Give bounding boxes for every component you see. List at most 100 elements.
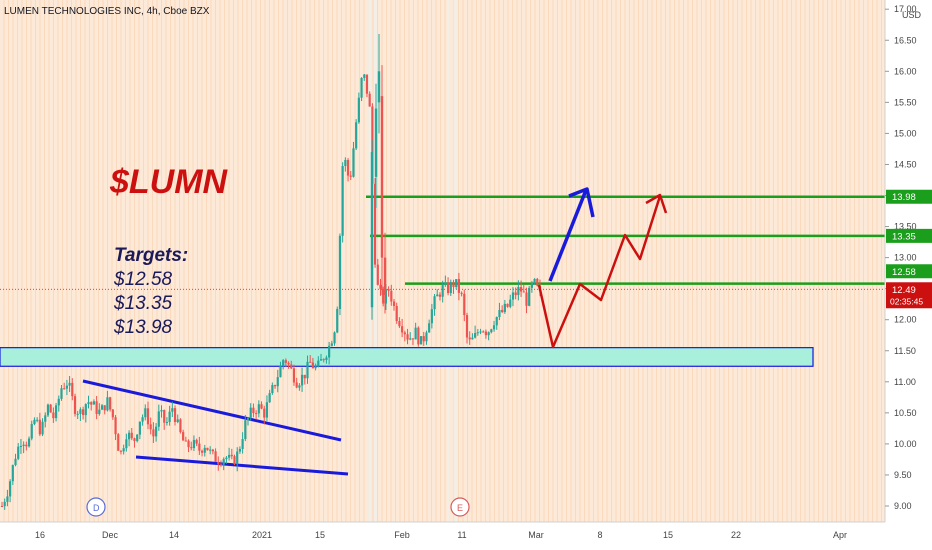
candle-body	[406, 334, 409, 340]
candle-body	[370, 152, 374, 308]
candle-body	[263, 408, 266, 418]
candle-body	[484, 331, 488, 336]
candle-body	[182, 432, 185, 441]
candle-body	[300, 374, 304, 386]
candle-body	[260, 404, 263, 409]
x-tick-label: 8	[597, 530, 602, 540]
candle-body	[141, 417, 144, 422]
y-tick-label: 10.50	[894, 408, 917, 418]
x-tick-label: Dec	[102, 530, 119, 540]
candle-body	[190, 447, 193, 449]
candle-body	[130, 432, 133, 439]
y-tick-label: 13.00	[894, 253, 917, 263]
candle-body	[11, 465, 14, 482]
candle-body	[103, 405, 106, 411]
x-tick-label: 16	[35, 530, 45, 540]
candle-body	[87, 402, 90, 405]
currency-label: USD	[902, 10, 922, 20]
candle-body	[306, 361, 309, 379]
candle-body	[349, 175, 352, 177]
candle-body	[446, 282, 450, 294]
candle-body	[428, 323, 431, 333]
y-tick-label: 9.00	[894, 501, 912, 511]
candle-body	[163, 410, 166, 423]
candle-body	[290, 364, 293, 369]
candle-body	[506, 303, 509, 307]
candle-body	[525, 292, 528, 306]
candle-body	[0, 506, 4, 507]
candle-body	[122, 448, 125, 452]
candle-body	[455, 279, 458, 288]
candle-body	[465, 315, 469, 338]
candle-body	[379, 284, 382, 289]
candle-body	[106, 397, 109, 411]
candle-body	[373, 183, 377, 265]
candle-body	[444, 282, 447, 286]
candle-body	[309, 361, 312, 363]
candle-body	[409, 338, 412, 340]
candle-body	[298, 385, 301, 388]
candle-body	[303, 374, 306, 379]
candle-body	[246, 417, 250, 421]
candle-body	[195, 439, 198, 444]
time-axis[interactable]	[0, 522, 885, 550]
candle-body	[3, 501, 6, 507]
candle-body	[533, 278, 536, 283]
candle-body	[249, 407, 252, 418]
candle-body	[403, 332, 406, 335]
level-3-tag: 13.98	[892, 192, 916, 203]
ticker-annotation: $LUMN	[109, 163, 229, 201]
candle-body	[165, 421, 169, 423]
wedge-trendlines[interactable]	[82, 379, 349, 476]
candle-body	[387, 289, 390, 291]
candle-body	[482, 331, 485, 333]
candle-body	[176, 419, 179, 423]
candle-body	[241, 439, 244, 449]
candle-body	[336, 308, 339, 333]
candle-body	[360, 77, 363, 98]
candle-body	[68, 382, 71, 386]
candle-body	[317, 360, 320, 367]
candle-body	[236, 451, 239, 465]
target-2: $13.35	[113, 293, 173, 314]
candle-body	[487, 332, 490, 336]
dividend-marker[interactable]: D	[86, 497, 106, 517]
support-zone[interactable]	[0, 347, 814, 367]
candle-body	[114, 417, 117, 435]
candle-body	[365, 74, 369, 94]
candle-body	[380, 96, 384, 258]
candle-body	[119, 450, 123, 452]
y-tick-label: 12.00	[894, 315, 917, 325]
candle-body	[27, 438, 31, 447]
candle-body	[125, 439, 128, 449]
candle-body	[279, 365, 282, 378]
candle-body	[222, 459, 225, 465]
candle-body	[377, 71, 381, 103]
candle-body	[430, 309, 433, 324]
blue-arrow-shaft	[548, 189, 588, 282]
candle-body	[314, 366, 317, 369]
y-tick-label: 13.50	[894, 222, 917, 232]
candle-body	[325, 357, 328, 361]
candle-body	[211, 449, 214, 452]
earnings-marker[interactable]: E	[450, 497, 470, 517]
candle-body	[65, 385, 68, 389]
projection-arrows[interactable]	[537, 187, 668, 349]
x-tick-label: 11	[457, 530, 466, 540]
candle-body	[382, 288, 385, 304]
candle-body	[252, 407, 255, 414]
candle-body	[311, 362, 315, 369]
candle-body	[284, 360, 287, 363]
candle-body	[9, 481, 12, 497]
targets-annotation: Targets: $12.58 $13.35 $13.98	[113, 245, 188, 338]
candle-body	[509, 299, 512, 307]
candle-body	[514, 292, 517, 296]
candle-body	[41, 421, 44, 435]
candle-body	[111, 409, 114, 418]
candle-body	[468, 337, 471, 340]
target-1: $12.58	[113, 269, 173, 290]
candle-body	[441, 285, 444, 297]
x-tick-label: 14	[169, 530, 179, 540]
earnings-marker-label: E	[457, 503, 463, 513]
